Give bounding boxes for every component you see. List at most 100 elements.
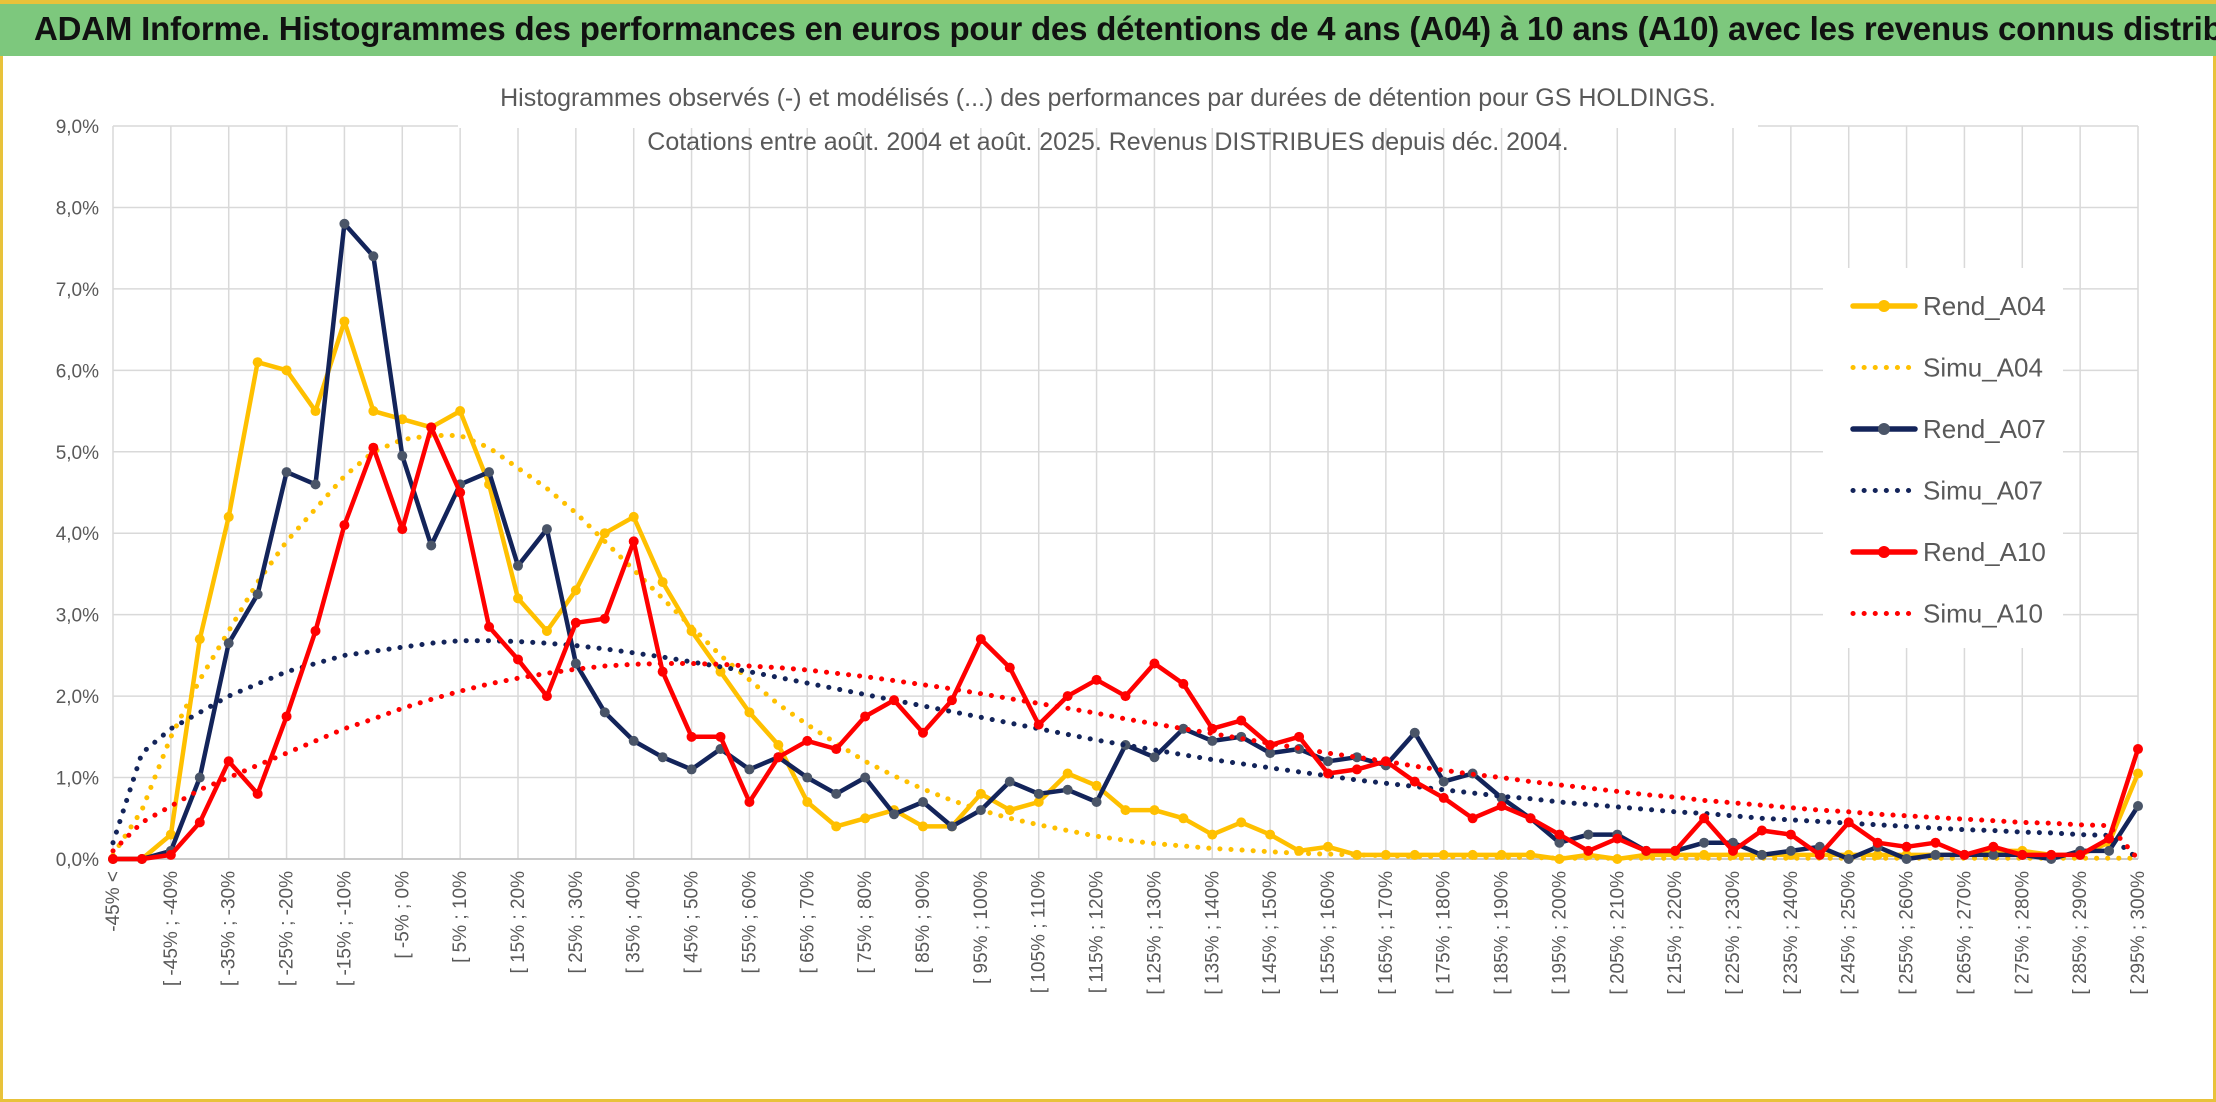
data-point — [1207, 829, 1218, 840]
data-point — [223, 511, 234, 522]
data-point — [1004, 776, 1015, 787]
data-point — [744, 764, 755, 775]
data-point — [368, 251, 379, 262]
data-point — [1959, 849, 1970, 860]
data-point — [744, 796, 755, 807]
data-point — [1467, 813, 1478, 824]
data-point — [1033, 788, 1044, 799]
data-point — [1120, 691, 1131, 702]
data-point — [2133, 744, 2143, 755]
data-point — [1699, 813, 1710, 824]
y-tick-label: 1,0% — [56, 769, 99, 790]
legend-marker — [1878, 300, 1890, 312]
series-simu-a04 — [110, 433, 2141, 861]
data-point — [513, 560, 523, 571]
data-point — [1236, 817, 1247, 828]
report-banner: ADAM Informe. Histogrammes des performan… — [0, 0, 2216, 56]
data-point — [628, 511, 639, 522]
y-axis: 0,0% 1,0% 2,0% 3,0% 4,0% 5,0% 6,0% 7,0% 8,0% 9,0% — [56, 117, 99, 871]
data-point — [975, 805, 986, 816]
data-point — [339, 520, 350, 531]
series-rend-a10 — [108, 422, 2143, 864]
data-point — [1265, 748, 1276, 759]
data-point — [1236, 715, 1247, 726]
x-tick-label: [ 205% ; 210% — [1607, 871, 1628, 995]
chart-frame: Histogrammes observés (-) et modélisés (… — [0, 56, 2216, 1102]
legend-label-simu-a04: Simu_A04 — [1923, 353, 2043, 383]
x-tick-label: [ -5% ; 0% — [392, 871, 413, 959]
data-point — [368, 406, 379, 417]
data-point — [715, 731, 726, 742]
data-point — [1409, 727, 1420, 738]
data-point — [252, 357, 263, 368]
data-point — [1554, 829, 1565, 840]
data-point — [1785, 829, 1796, 840]
data-point — [946, 821, 957, 832]
data-point — [1930, 837, 1941, 848]
data-point — [1496, 801, 1507, 812]
data-point — [570, 658, 581, 669]
x-tick-label: [ -25% ; -20% — [277, 871, 298, 986]
data-point — [223, 756, 234, 767]
data-point — [570, 585, 581, 596]
data-point — [715, 666, 726, 677]
data-point — [1351, 764, 1362, 775]
x-tick-label: [ 65% ; 70% — [797, 871, 818, 974]
data-point — [1033, 796, 1044, 807]
x-tick-label: [ 105% ; 110% — [1029, 871, 1050, 993]
report-title: ADAM Informe. Histogrammes des performan… — [34, 10, 2216, 47]
data-point — [831, 788, 842, 799]
data-point — [628, 735, 639, 746]
x-tick-label: [ 125% ; 130% — [1144, 871, 1165, 995]
x-tick-label: [ 235% ; 240% — [1781, 871, 1802, 995]
x-tick-label: -45% < — [103, 871, 124, 932]
legend: Rend_A04 Simu_A04 Rend_A07 Simu_A07 Rend_A10… — [1823, 268, 2063, 648]
data-point — [1178, 678, 1189, 689]
data-point — [1004, 662, 1015, 673]
chart-subtitle: Cotations entre août. 2004 et août. 2025… — [647, 128, 1568, 156]
data-point — [426, 540, 437, 551]
data-point — [1785, 845, 1796, 856]
data-point — [918, 821, 928, 832]
data-point — [1120, 805, 1131, 816]
data-point — [484, 621, 495, 632]
x-tick-label: [ 255% ; 260% — [1897, 871, 1918, 995]
data-point — [1178, 813, 1189, 824]
data-point — [1323, 841, 1333, 852]
data-point — [831, 744, 842, 755]
data-point — [1728, 845, 1738, 856]
data-point — [599, 613, 610, 624]
y-tick-label: 5,0% — [56, 443, 99, 464]
legend-label-simu-a10: Simu_A10 — [1923, 599, 2043, 629]
x-tick-label: [ 195% ; 200% — [1549, 871, 1570, 995]
x-tick-label: [ 145% ; 150% — [1260, 871, 1281, 995]
data-point — [2017, 849, 2028, 860]
y-tick-label: 2,0% — [56, 687, 99, 708]
data-point — [802, 772, 813, 783]
data-point — [860, 711, 871, 722]
x-tick-label: [ 35% ; 40% — [624, 871, 645, 974]
x-tick-label: [ 275% ; 280% — [2012, 871, 2033, 995]
y-tick-label: 0,0% — [56, 850, 99, 871]
data-point — [2104, 833, 2115, 844]
data-point — [1091, 796, 1102, 807]
data-point — [310, 406, 321, 417]
data-point — [223, 638, 234, 649]
data-point — [1872, 837, 1883, 848]
data-point — [657, 577, 668, 588]
data-point — [1988, 841, 1999, 852]
data-point — [1033, 719, 1044, 730]
x-tick-label: [ 155% ; 160% — [1318, 871, 1339, 995]
data-point — [744, 707, 755, 718]
x-tick-label: [ -45% ; -40% — [161, 871, 182, 986]
data-point — [281, 711, 292, 722]
data-point — [1323, 756, 1333, 767]
data-point — [860, 813, 871, 824]
x-tick-label: [ 225% ; 230% — [1723, 871, 1744, 995]
data-point — [2133, 801, 2143, 812]
y-tick-label: 9,0% — [56, 117, 99, 138]
chart-title-box — [458, 58, 1758, 128]
data-point — [541, 524, 552, 535]
data-point — [1930, 849, 1941, 860]
data-point — [1525, 813, 1536, 824]
